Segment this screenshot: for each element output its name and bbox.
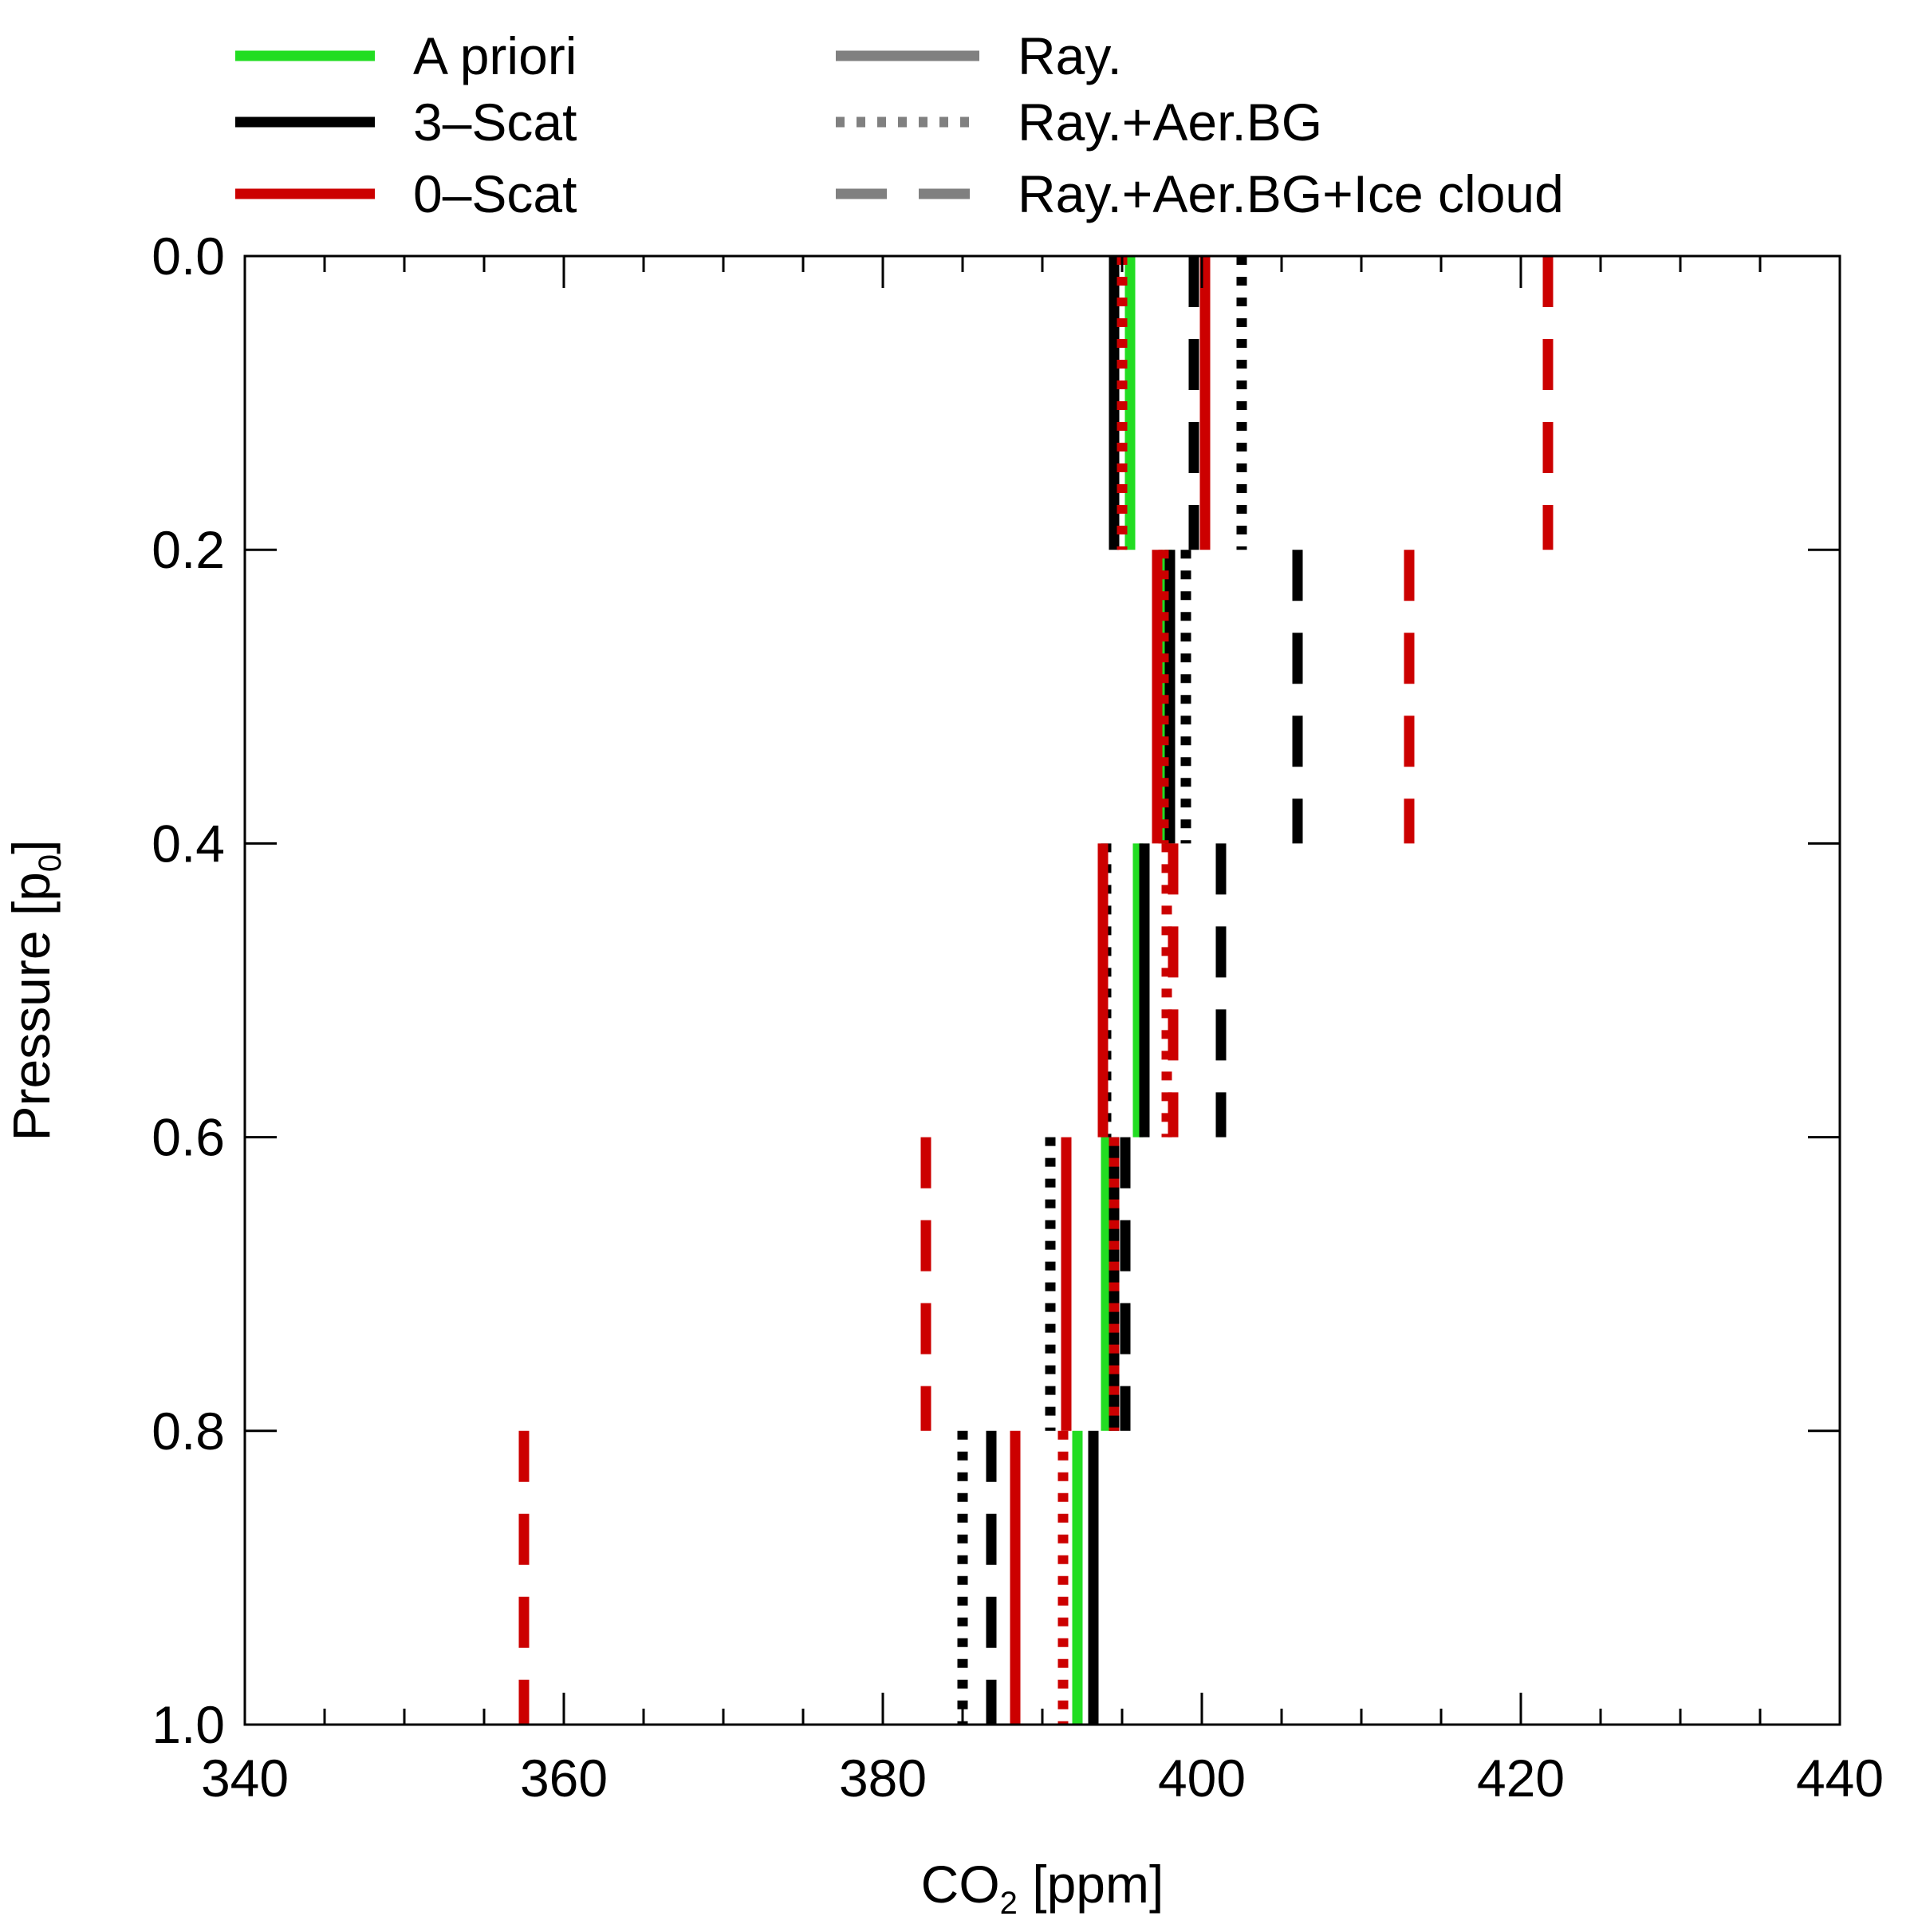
x-axis-title-main: CO	[921, 1855, 1000, 1914]
series-0-scat-ray-aer-bg-ice-cloud	[518, 256, 1554, 1725]
y-axis-title-subscript: 0	[33, 854, 68, 872]
x-tick-label: 340	[201, 1749, 289, 1808]
y-tick-label: 1.0	[152, 1695, 225, 1754]
legend-label-ray: Ray.	[1018, 26, 1122, 85]
x-tick-label: 360	[520, 1749, 608, 1808]
series-3-scat-ray-aer-bg-ice-cloud	[986, 256, 1303, 1725]
y-tick-label: 0.0	[152, 227, 225, 286]
x-axis-title-subscript: 2	[1000, 1886, 1018, 1921]
legend-label-0-scat: 0–Scat	[413, 164, 577, 223]
plot-frame	[243, 254, 1841, 1726]
tick-labels: 340 360 380 400 420 440 0.0 0.2 0.4 0.6 0.8 1.0	[152, 227, 1884, 1808]
x-tick-label: 380	[839, 1749, 927, 1808]
legend: A priori 3–Scat 0–Scat Ray. Ray.+Aer.BG Ray.+…	[235, 26, 1564, 223]
y-tick-label: 0.6	[152, 1108, 225, 1167]
x-axis-title: CO2 [ppm]	[921, 1855, 1164, 1921]
series-0-scat-ray	[1010, 256, 1211, 1725]
axis-ticks	[243, 254, 1841, 1726]
y-tick-label: 0.8	[152, 1402, 225, 1461]
y-axis-title-rest: ]	[2, 839, 61, 854]
x-tick-label: 440	[1796, 1749, 1884, 1808]
legend-label-3-scat: 3–Scat	[413, 93, 577, 152]
legend-label-ray-aer-bg-ice-cloud: Ray.+Aer.BG+Ice cloud	[1018, 164, 1564, 223]
y-tick-label: 0.4	[152, 814, 225, 873]
y-axis-title: Pressure [p0]	[2, 839, 68, 1141]
x-tick-label: 420	[1477, 1749, 1565, 1808]
series-layer	[518, 256, 1554, 1725]
series-0-scat-ray-aer-bg	[1057, 256, 1172, 1725]
legend-label-ray-aer-bg: Ray.+Aer.BG	[1018, 93, 1322, 152]
x-tick-label: 400	[1158, 1749, 1246, 1808]
y-tick-label: 0.2	[152, 520, 225, 579]
legend-label-a-priori: A priori	[413, 26, 577, 85]
y-axis-title-main: Pressure [p	[2, 872, 61, 1141]
x-axis-title-rest: [ppm]	[1018, 1855, 1164, 1914]
